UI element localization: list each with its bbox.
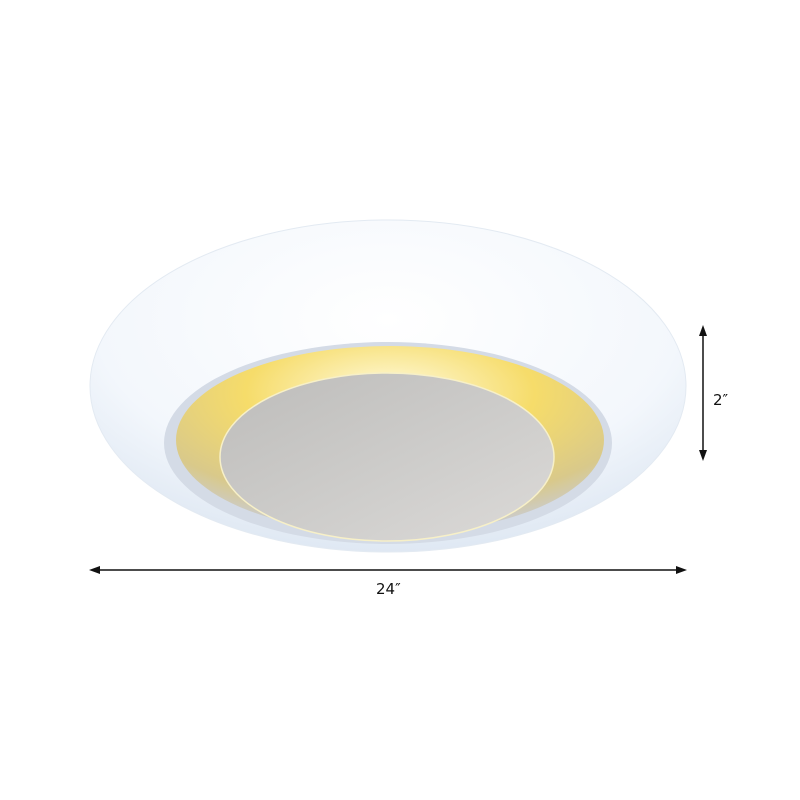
width-dimension-arrow bbox=[89, 566, 687, 574]
width-label: 24″ bbox=[376, 580, 401, 598]
height-label: 2″ bbox=[713, 391, 729, 409]
lamp-center-disc bbox=[219, 372, 555, 542]
height-dimension-arrow bbox=[699, 325, 707, 461]
